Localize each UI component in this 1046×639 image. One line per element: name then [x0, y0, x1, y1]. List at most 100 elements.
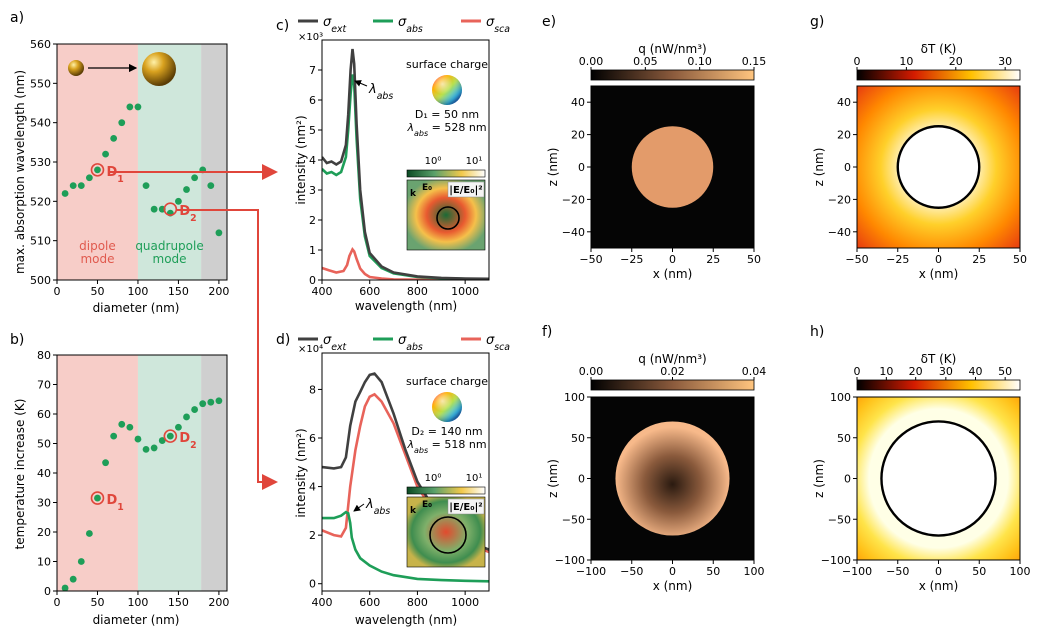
- data-point: [199, 400, 207, 408]
- x-tick-label: 100: [127, 596, 148, 609]
- x-tick-label: 1000: [451, 285, 479, 298]
- y-tick-label: 540: [30, 117, 51, 130]
- plot-frame: [321, 352, 490, 592]
- y-tick-label: −50: [562, 513, 585, 526]
- x-axis-label: wavelength (nm): [355, 613, 457, 627]
- x-tick-label: −100: [842, 565, 872, 578]
- y-tick-label: 50: [37, 438, 51, 451]
- y-tick-label: 40: [37, 467, 51, 480]
- y-tick-label: 3: [309, 184, 316, 197]
- x-tick-label: 50: [90, 596, 104, 609]
- y-axis-label: z (nm): [546, 148, 560, 187]
- y-tick-label: 20: [837, 129, 851, 142]
- x-tick-label: 50: [90, 285, 104, 298]
- data-point: [61, 584, 69, 592]
- panel-f: f) q (nW/nm³) 0.00 0.02 0.04 −100 −50 0 50 100 −10…: [542, 324, 766, 593]
- data-point: [61, 190, 69, 197]
- data-point: [150, 205, 158, 213]
- y-tick-label: 0: [44, 585, 51, 598]
- k-vector-label: k: [410, 506, 417, 516]
- small-particle-icon: [68, 60, 84, 76]
- particle-heat: [631, 126, 714, 208]
- large-particle-icon: [142, 52, 176, 86]
- y-tick-label: 100: [564, 391, 585, 404]
- data-point: [94, 166, 101, 174]
- y-tick-label: 2: [309, 214, 316, 227]
- highlight-ring: [90, 163, 105, 177]
- diameter-label: D₂ = 140 nm: [411, 425, 482, 438]
- data-point: [102, 459, 109, 467]
- x-tick-label: −50: [845, 253, 868, 266]
- data-point: [207, 182, 215, 190]
- colorbar-tick-label: 20: [909, 365, 923, 378]
- legend-label: σext: [323, 333, 347, 353]
- highlight-ring: [163, 429, 178, 443]
- data-point: [85, 174, 93, 182]
- lambda-label: λabs: [368, 82, 393, 102]
- x-tick-label: 0: [54, 596, 61, 609]
- y-tick-label: −40: [562, 226, 585, 239]
- mode-label: mode: [153, 252, 187, 266]
- data-point: [150, 444, 158, 452]
- panel-g: g) δT (K) 0 10 20 30 −50 −25 0 25 50 −40 −20 0 20 40 x (…: [810, 14, 1027, 281]
- colorbar: [856, 69, 1021, 81]
- x-tick-label: 50: [972, 565, 986, 578]
- data-point: [215, 397, 223, 405]
- scale-label: ×10³: [298, 32, 323, 43]
- highlight-label: D2: [179, 431, 196, 451]
- x-tick-label: 25: [706, 253, 720, 266]
- colorbar-tick-label: 0.15: [742, 55, 767, 68]
- colorbar-tick-label: 0: [854, 365, 861, 378]
- y-tick-label: 6: [309, 94, 316, 107]
- data-point: [102, 150, 109, 158]
- x-tick-label: 200: [208, 285, 229, 298]
- inset-title: surface charge: [406, 375, 488, 388]
- lambda-arrow: [353, 503, 365, 512]
- data-point: [158, 437, 166, 444]
- inset-title: surface charge: [406, 58, 488, 71]
- data-point: [134, 103, 142, 111]
- panel-b: b) D1 D2 0 50 100 150 200 0 10 20 30 40 50 60 70 80 di…: [10, 332, 229, 627]
- colorbar-tick-label: 10⁰: [425, 473, 442, 484]
- x-tick-label: 800: [407, 596, 428, 609]
- colorbar-title: q (nW/nm³): [638, 352, 706, 366]
- data-point: [77, 182, 85, 190]
- field-label-box: [447, 498, 485, 515]
- colorbar-title: δT (K): [921, 42, 957, 56]
- x-tick-label: 200: [208, 596, 229, 609]
- mode-region: [57, 44, 138, 280]
- data-point: [118, 420, 126, 428]
- particle-outline: [896, 125, 981, 209]
- data-point: [191, 406, 199, 413]
- data-point: [77, 558, 85, 565]
- surface-charge-shade: [432, 75, 462, 105]
- y-tick-label: 8: [309, 383, 316, 396]
- y-tick-label: 50: [837, 432, 851, 445]
- mode-region: [201, 44, 227, 280]
- y-tick-label: 10: [37, 556, 51, 569]
- e-field-label: E₀: [422, 183, 432, 193]
- y-tick-label: 30: [37, 497, 51, 510]
- data-point: [118, 119, 126, 127]
- data-point: [110, 432, 118, 440]
- colorbar: [590, 69, 755, 81]
- x-axis-label: diameter (nm): [93, 613, 180, 627]
- y-tick-label: 7: [309, 64, 316, 77]
- field-label: |E/E₀|²: [449, 185, 482, 196]
- y-axis-label: max. absorption wavelength (nm): [13, 70, 27, 274]
- data-point: [134, 435, 142, 443]
- panel-label: c): [276, 18, 289, 34]
- highlight-ring: [90, 491, 105, 505]
- y-tick-label: 6: [309, 432, 316, 445]
- colorbar: [590, 379, 755, 391]
- x-tick-label: 1000: [451, 596, 479, 609]
- colorbar-tick-label: 0.00: [579, 365, 604, 378]
- legend-label: σabs: [398, 15, 423, 35]
- x-tick-label: −100: [576, 565, 606, 578]
- x-tick-label: 600: [359, 285, 380, 298]
- colorbar-tick-label: 0.02: [660, 365, 685, 378]
- y-tick-label: −100: [555, 554, 585, 567]
- data-point: [110, 135, 118, 142]
- panel-label: f): [542, 324, 552, 340]
- x-tick-label: 50: [706, 565, 720, 578]
